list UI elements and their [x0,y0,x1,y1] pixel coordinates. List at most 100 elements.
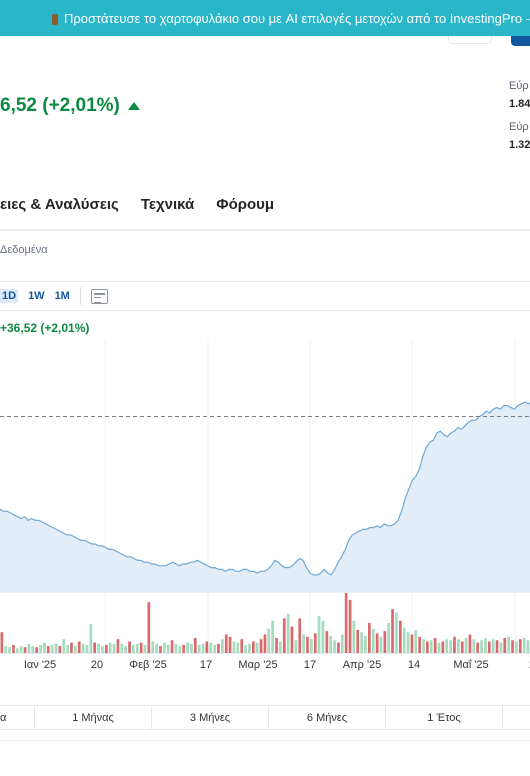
volume-bar [310,639,313,653]
volume-bar [240,639,244,653]
volume-bar [132,644,135,653]
range-item[interactable]: 3 Μήνες [152,706,269,729]
volume-bar [449,640,452,653]
volume-bar [337,642,340,653]
volume-bar [410,634,414,653]
volume-bar [209,642,213,653]
volume-bar [433,638,437,653]
volume-bar [263,634,267,653]
x-tick-label: 14 [408,659,420,671]
volume-bar [182,644,185,653]
promo-banner[interactable]: Προστάτευσε το χαρτοφυλάκιο σου με AI επ… [0,0,530,36]
volume-bar [480,640,483,653]
volume-bar [252,641,255,653]
volume-bar [464,638,468,653]
x-tick-label: Μαΐ '25 [453,659,488,671]
volume-bar [348,599,352,653]
range-item[interactable]: 1 Μήνας [35,706,152,729]
side-stat-1: Εύρ 1.84 [509,80,530,110]
up-arrow-icon [127,102,140,110]
volume-bar [193,638,197,653]
volume-bar [54,643,58,653]
x-tick-label: 17 [304,659,316,671]
timeframe-1w[interactable]: 1W [28,290,45,302]
volume-bar [31,646,35,653]
timeframe-toolbar: 1D 1W 1M [0,281,530,311]
volume-bar [232,641,236,653]
volume-bar [298,618,302,653]
volume-bar [267,628,271,653]
range-selector: α 1 Μήνας 3 Μήνες 6 Μήνες 1 Έτος [0,705,530,730]
volume-bar [313,633,317,653]
volume-bar [468,634,472,653]
promo-text: Προστάτευσε το χαρτοφυλάκιο σου με AI επ… [63,10,530,26]
volume-bar [352,620,356,653]
volume-bar [499,642,503,653]
volume-bar [453,636,456,653]
volume-bar [74,646,77,653]
data-tab-label[interactable]: Δεδομένα [0,244,48,256]
volume-bar [503,638,507,653]
tabs-divider [0,229,530,231]
volume-bar [39,644,42,653]
volume-bar [356,629,360,653]
volume-bar [27,643,31,653]
header-primary-button[interactable] [511,36,530,46]
side-stat-value: 1.32 [509,139,530,151]
side-stat-label: Εύρ [509,121,529,133]
calendar-icon[interactable] [90,288,108,304]
volume-bar [515,641,518,653]
x-tick-label: Απρ '25 [343,659,382,671]
volume-bar [321,620,325,653]
volume-bar [77,641,81,653]
volume-bar [163,642,166,653]
volume-bar [484,638,487,653]
price-area-fill [0,402,530,592]
volume-bar [8,647,11,653]
volume-bar [422,639,425,653]
volume-bar [19,646,23,653]
volume-bar [217,643,220,653]
volume-bar [236,642,240,653]
volume-bar [23,647,27,653]
timeframe-1m[interactable]: 1M [54,290,70,302]
tab-analysis[interactable]: ειες & Αναλύσεις [0,196,119,213]
volume-bar [43,642,46,653]
volume-bar [66,644,69,653]
volume-bar [101,646,104,653]
volume-bar [201,643,205,653]
volume-bar [472,639,476,653]
range-item[interactable]: α [0,706,35,729]
volume-bar [441,641,445,653]
volume-bar [460,641,464,653]
volume-bar [491,639,495,653]
volume-bar [186,642,189,653]
tab-forum[interactable]: Φόρουμ [216,196,275,213]
volume-bar [143,644,147,653]
volume-bar [70,642,73,653]
volume-bar [282,618,286,653]
volume-bar [414,629,418,653]
volume-bar [302,634,305,653]
volume-bar [221,639,224,653]
volume-bar [0,632,4,653]
timeframe-1d[interactable]: 1D [0,289,19,303]
volume-bar [58,646,62,653]
volume-bar [507,636,510,653]
volume-bar [511,640,514,653]
volume-bar [135,643,139,653]
header-button[interactable] [448,36,492,44]
volume-bar [294,640,298,653]
volume-bar [89,624,93,653]
tab-technical[interactable]: Τεχνικά [140,196,195,213]
volume-bar [62,639,66,653]
price-chart[interactable]: Ιαν '25 20 Φεβ '25 17 Μαρ '25 17 Απρ '25 14 Μαΐ … [0,340,530,680]
volume-bar [286,613,290,653]
range-item[interactable]: 6 Μήνες [269,706,386,729]
x-tick-label: Μαρ '25 [238,659,277,671]
side-stat-value: 1.84 [509,98,530,110]
range-item[interactable]: 1 Έτος [386,706,503,729]
volume-bar [205,641,209,653]
volume-bar [244,644,247,653]
volume-bar [522,638,526,653]
